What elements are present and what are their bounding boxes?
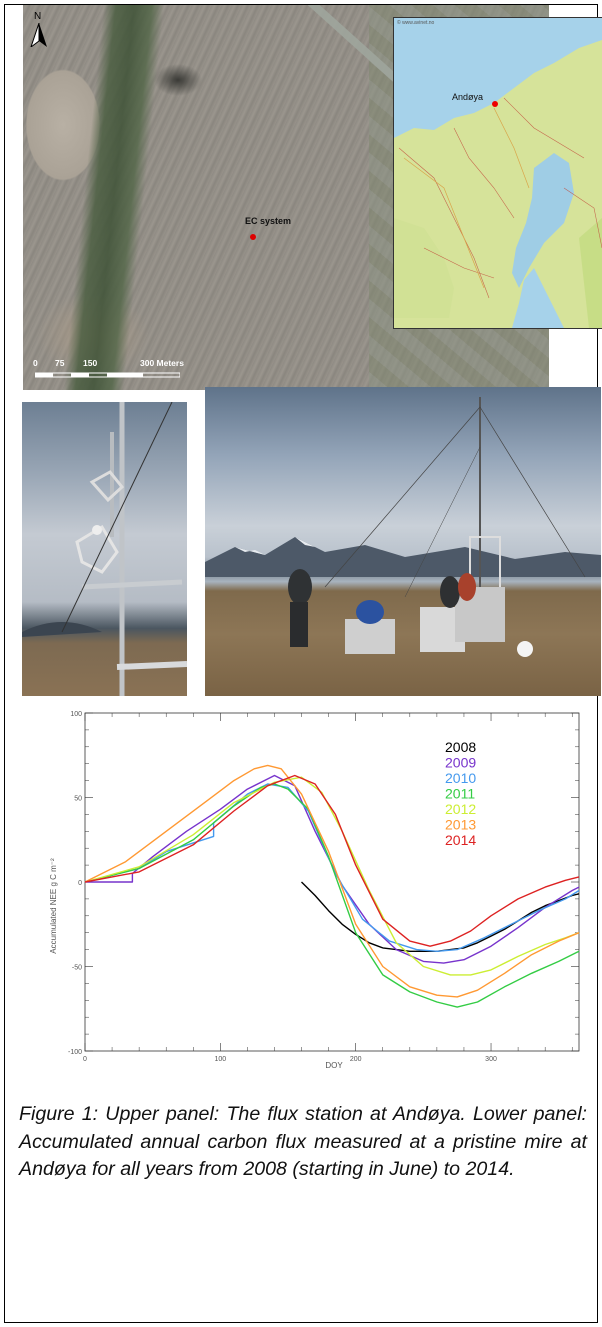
inset-map: © www.avinet.no Andøya — [393, 17, 602, 329]
x-tick-label: 0 — [83, 1056, 87, 1063]
legend-entry-2012: 2012 — [445, 801, 476, 817]
series-line-2013 — [84, 764, 580, 998]
north-arrow: N — [29, 11, 49, 49]
x-axis-label: DOY — [325, 1061, 343, 1070]
ec-system-label: EC system — [245, 216, 292, 226]
series-line-2009 — [85, 774, 580, 964]
plot-frame — [84, 712, 580, 1052]
series-line-2010 — [84, 783, 580, 953]
x-tick-label: 200 — [350, 1056, 362, 1063]
field-station-photo — [205, 387, 601, 696]
series-line-2011 — [84, 783, 580, 1008]
y-tick-label: 100 — [70, 711, 82, 718]
x-tick-label: 300 — [485, 1056, 497, 1063]
y-tick-label: -100 — [68, 1049, 82, 1056]
legend-entry-2009: 2009 — [445, 755, 476, 771]
figure-frame: N EC system 0 75 150 300 Meters — [4, 4, 602, 1323]
sonic-anemometer — [22, 402, 187, 696]
north-label: N — [34, 11, 42, 22]
legend-entry-2008: 2008 — [445, 739, 476, 755]
scale-tick-label: 150 — [83, 358, 98, 368]
series-line-2012 — [84, 776, 580, 976]
y-tick-label: 0 — [78, 880, 82, 887]
scale-tick-label: 75 — [55, 358, 65, 368]
nee-chart: 0 100 200 300 100 50 0 -50 -100 2008200920102011… — [49, 711, 580, 1070]
norway-map — [394, 40, 602, 328]
series-line-2014 — [84, 774, 580, 947]
x-tick-label: 100 — [214, 1056, 226, 1063]
y-tick-label: 50 — [74, 796, 82, 803]
andoya-label: Andøya — [452, 92, 484, 102]
ec-system-marker — [250, 234, 256, 240]
y-axis-label: Accumulated NEE g C m⁻² — [49, 858, 58, 954]
scale-tick-label: 0 — [33, 358, 38, 368]
stream-vegetation — [60, 5, 166, 390]
legend-entry-2014: 2014 — [445, 832, 476, 848]
instrument-photo — [22, 402, 187, 696]
legend-entry-2011: 2011 — [445, 786, 475, 802]
y-tick-label: -50 — [72, 965, 82, 972]
scale-bar — [35, 372, 180, 378]
scale-tick-label: 300 Meters — [140, 358, 184, 368]
flux-tower-scene — [205, 397, 601, 657]
legend-entry-2013: 2013 — [445, 817, 476, 833]
legend-entry-2010: 2010 — [445, 770, 476, 786]
north-arrow-icon — [30, 23, 47, 47]
andoya-marker — [492, 101, 498, 107]
figure-caption: Figure 1: Upper panel: The flux station … — [19, 1103, 587, 1181]
map-credit: © www.avinet.no — [397, 20, 435, 26]
